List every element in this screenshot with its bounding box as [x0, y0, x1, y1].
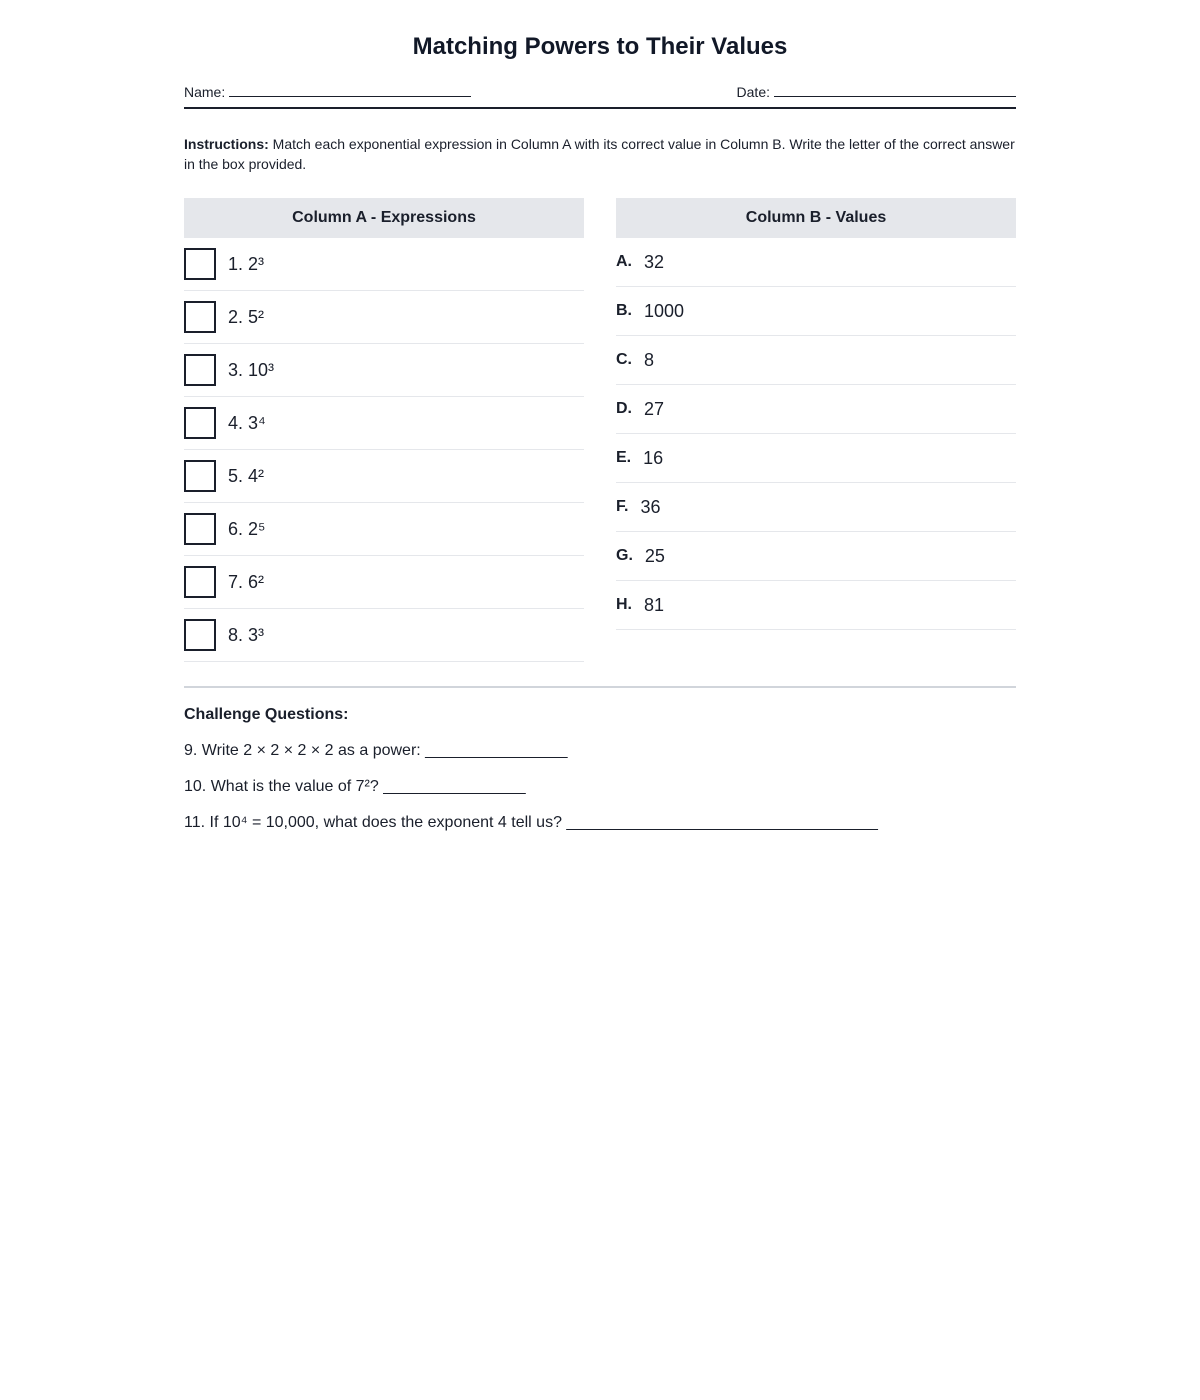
expression-row: 7. 6²	[184, 556, 584, 609]
name-field[interactable]	[229, 82, 472, 97]
challenge-question[interactable]: 11. If 10⁴ = 10,000, what does the expon…	[184, 814, 878, 831]
value: 27	[644, 398, 665, 419]
value: 8	[644, 349, 655, 370]
value: 1000	[644, 300, 685, 321]
expression-row: 5. 4²	[184, 450, 584, 503]
answer-box[interactable]	[184, 354, 216, 386]
expression: 2. 5²	[228, 306, 265, 327]
answer-box[interactable]	[184, 407, 216, 439]
column-b: Column B - Values A. 32 B. 1000 C. 8 D. 27 E. 16 F…	[616, 198, 1016, 630]
divider	[184, 686, 1016, 688]
value: 16	[643, 447, 664, 468]
value-row: F. 36	[616, 483, 1016, 532]
name-date-row: Name: Date:	[184, 82, 1016, 109]
value-letter: F.	[616, 498, 629, 515]
instructions-text: Match each exponential expression in Col…	[184, 136, 1015, 172]
column-a-header: Column A - Expressions	[184, 198, 584, 238]
expression: 6. 2⁵	[228, 518, 266, 539]
page-title: Matching Powers to Their Values	[412, 33, 788, 60]
expression-row: 2. 5²	[184, 291, 584, 344]
expression-row: 6. 2⁵	[184, 503, 584, 556]
expression-row: 4. 3⁴	[184, 397, 584, 450]
expression: 8. 3³	[228, 624, 265, 645]
expression-row: 8. 3³	[184, 609, 584, 662]
value-letter: E.	[616, 449, 632, 466]
value-row: E. 16	[616, 434, 1016, 483]
value-row: D. 27	[616, 385, 1016, 434]
value-letter: H.	[616, 596, 632, 613]
challenge-question[interactable]: 10. What is the value of 7²? ___________…	[184, 778, 526, 795]
expression: 3. 10³	[228, 359, 275, 380]
expression: 1. 2³	[228, 253, 265, 274]
value-row: C. 8	[616, 336, 1016, 385]
value-row: A. 32	[616, 238, 1016, 287]
answer-box[interactable]	[184, 301, 216, 333]
value-row: H. 81	[616, 581, 1016, 630]
expression: 7. 6²	[228, 571, 265, 592]
challenge-question[interactable]: 9. Write 2 × 2 × 2 × 2 as a power: _____…	[184, 742, 568, 759]
challenge-heading: Challenge Questions:	[184, 706, 349, 723]
value: 81	[644, 594, 665, 615]
value: 32	[644, 251, 665, 272]
value-letter: G.	[616, 547, 633, 564]
value-row: G. 25	[616, 532, 1016, 581]
column-a: Column A - Expressions 1. 2³ 2. 5² 3. 10³ 4…	[184, 198, 584, 662]
date-field[interactable]	[774, 82, 1016, 97]
date-label: Date:	[736, 84, 770, 100]
answer-box[interactable]	[184, 460, 216, 492]
answer-box[interactable]	[184, 619, 216, 651]
value: 25	[644, 545, 665, 566]
value-letter: D.	[616, 400, 632, 417]
instructions: Instructions: Match each exponential exp…	[184, 134, 1016, 174]
expression-row: 3. 10³	[184, 344, 584, 397]
expression: 4. 3⁴	[228, 412, 266, 433]
expression-row: 1. 2³	[184, 238, 584, 291]
expression: 5. 4²	[228, 465, 265, 486]
value: 36	[640, 496, 661, 517]
value-letter: C.	[616, 351, 632, 368]
answer-box[interactable]	[184, 513, 216, 545]
answer-box[interactable]	[184, 248, 216, 280]
instructions-label: Instructions:	[184, 136, 269, 152]
answer-box[interactable]	[184, 566, 216, 598]
value-letter: A.	[616, 253, 632, 270]
column-b-header: Column B - Values	[616, 198, 1016, 238]
value-letter: B.	[616, 302, 632, 319]
value-row: B. 1000	[616, 287, 1016, 336]
name-label: Name:	[184, 84, 226, 100]
